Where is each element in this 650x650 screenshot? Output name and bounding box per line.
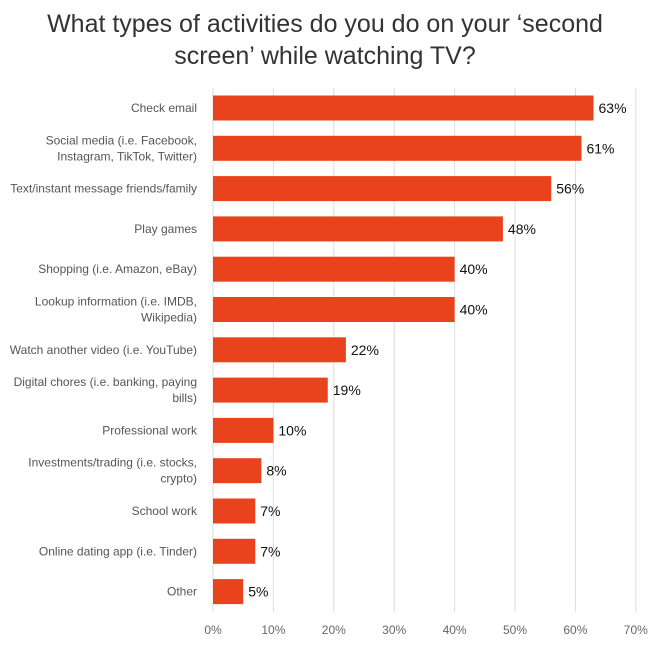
category-label: Text/instant message friends/family: [10, 182, 197, 196]
data-label: 61%: [586, 140, 614, 156]
data-label: 7%: [260, 543, 280, 559]
bar: [213, 498, 256, 524]
data-label: 56%: [556, 181, 584, 197]
data-label: 22%: [351, 342, 379, 358]
category-label: Check email: [131, 101, 197, 115]
bar: [213, 377, 328, 403]
bar: [213, 417, 274, 443]
bar: [213, 458, 262, 484]
chart-title: What types of activities do you do on yo…: [47, 10, 603, 70]
category-label: Online dating app (i.e. Tinder): [39, 544, 197, 558]
data-label: 40%: [460, 261, 488, 277]
data-label: 40%: [460, 302, 488, 318]
bar: [213, 256, 455, 282]
data-label: 48%: [508, 221, 536, 237]
bar: [213, 579, 244, 605]
bar: [213, 538, 256, 564]
data-label: 5%: [248, 584, 268, 600]
bar-layer: [213, 95, 594, 605]
data-label: 19%: [333, 382, 361, 398]
category-label: Shopping (i.e. Amazon, eBay): [38, 262, 197, 276]
x-tick-label: 60%: [563, 623, 587, 637]
category-label: Professional work: [102, 423, 198, 437]
x-tick-label: 10%: [261, 623, 285, 637]
data-label: 10%: [278, 422, 306, 438]
category-label: Watch another video (i.e. YouTube): [10, 343, 197, 357]
bar: [213, 176, 552, 202]
x-tick-label: 30%: [382, 623, 406, 637]
category-label: Social media (i.e. Facebook, Instagram, T…: [46, 133, 197, 163]
bar: [213, 297, 455, 322]
data-label: 63%: [599, 100, 627, 116]
x-tick-label: 20%: [322, 623, 346, 637]
data-label: 7%: [260, 503, 280, 519]
category-label: Play games: [134, 222, 197, 236]
category-label: School work: [132, 504, 198, 518]
x-tick-label: 50%: [503, 623, 527, 637]
bar: [213, 135, 582, 161]
label-layer: 63% Check email 61% Social media (i.e. Face…: [10, 100, 627, 600]
x-axis-ticks: 0% 10% 20% 30% 40% 50% 60% 70%: [204, 623, 648, 637]
category-label: Investments/trading (i.e. stocks, crypto): [28, 456, 197, 486]
category-label: Digital chores (i.e. banking, paying bill…: [14, 375, 197, 405]
bar: [213, 337, 346, 363]
data-label: 8%: [266, 463, 286, 479]
x-tick-label: 0%: [204, 623, 222, 637]
category-label: Other: [167, 585, 197, 599]
x-tick-label: 40%: [443, 623, 467, 637]
bar: [213, 216, 503, 242]
x-tick-label: 70%: [624, 623, 648, 637]
bar: [213, 95, 594, 121]
category-label: Lookup information (i.e. IMDB, Wikipedia): [35, 295, 197, 325]
